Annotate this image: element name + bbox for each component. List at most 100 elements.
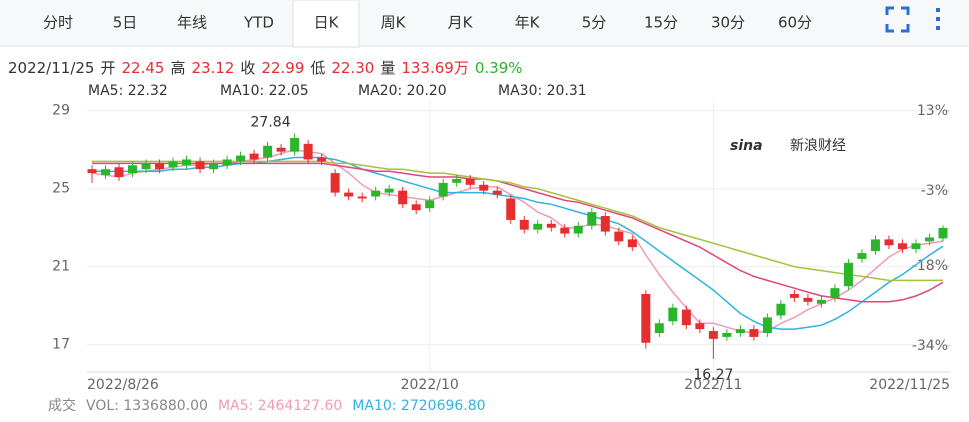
candle-body <box>168 161 178 168</box>
candle-body <box>398 190 408 205</box>
candle-body <box>492 190 502 195</box>
y-tick-label: 29 <box>52 103 70 119</box>
x-tick-label: 2022/10 <box>401 377 459 393</box>
tab[interactable]: 年K <box>515 14 541 32</box>
tab[interactable]: 60分 <box>778 14 812 32</box>
volume-item: 成交 <box>48 397 76 414</box>
more-icon[interactable] <box>936 8 940 30</box>
candle-body <box>371 190 381 197</box>
candle-body <box>735 329 745 333</box>
candle-body <box>924 237 934 242</box>
ma-line <box>91 148 944 334</box>
candle-body <box>708 331 718 339</box>
legend: MA5: 22.32 MA10: 22.05 MA20: 20.20 MA30: 20… <box>88 83 587 99</box>
legend-entry: MA20: 20.20 <box>358 83 447 99</box>
y2-tick-label: -3% <box>921 183 948 199</box>
candle-body <box>870 239 880 252</box>
candle-body <box>573 225 583 234</box>
y-tick-label: 25 <box>52 181 70 197</box>
volume-item: MA10: 2720696.80 <box>352 398 485 414</box>
tab[interactable]: 15分 <box>644 14 678 32</box>
candle-body <box>411 204 421 211</box>
ma-line <box>92 160 944 282</box>
candle-body <box>330 173 340 193</box>
candle-body <box>614 231 624 242</box>
tab[interactable]: 年线 <box>177 14 207 32</box>
tab[interactable]: 日K <box>314 14 340 32</box>
candle-body <box>533 223 543 230</box>
candle-body <box>897 243 907 250</box>
candle-body <box>357 196 367 199</box>
tab-bar <box>0 0 969 46</box>
x-tick-label: 2022/11/25 <box>869 377 950 393</box>
candle-body <box>587 212 597 226</box>
quote-label: 量 <box>380 59 395 77</box>
candle-body <box>654 323 664 333</box>
y2-tick-label: -18% <box>912 258 948 274</box>
candle-body <box>452 178 462 183</box>
candle-body <box>560 227 570 234</box>
quote-line: 2022/11/25 开 22.45 高 23.12 收 22.99 低 22.30 量 133.6… <box>8 59 523 77</box>
candle-body <box>749 329 759 337</box>
tab[interactable]: 周K <box>381 14 407 32</box>
candle-body <box>465 178 475 185</box>
low-label: 16.27 <box>693 367 733 383</box>
candle-body <box>276 147 286 152</box>
ma-line <box>92 162 944 303</box>
volume-item: VOL: 1336880.00 <box>86 398 208 414</box>
candle-body <box>128 165 138 174</box>
candle-body <box>641 294 651 343</box>
candle-body <box>155 163 165 170</box>
candle-body <box>884 239 894 246</box>
tab[interactable]: 分时 <box>43 14 73 32</box>
candle-body <box>141 163 151 170</box>
quote-label: 高 <box>170 59 185 77</box>
quote-label: 低 <box>310 59 325 77</box>
x-tick-label: 2022/8/26 <box>87 377 159 393</box>
quote-value: 23.12 <box>191 59 234 77</box>
candle-body <box>222 159 232 166</box>
candle-body <box>438 182 448 197</box>
candle-body <box>101 169 111 176</box>
candle-body <box>816 299 826 304</box>
y2-tick-label: -34% <box>912 338 948 354</box>
quote-date: 2022/11/25 <box>8 59 94 77</box>
fullscreen-icon[interactable] <box>885 6 910 33</box>
candle-body <box>506 198 516 220</box>
candle-body <box>776 303 786 316</box>
candle-body <box>803 297 813 302</box>
candle-body <box>722 333 732 337</box>
watermark: 新浪财经 <box>790 138 846 154</box>
candle-body <box>627 239 637 248</box>
plot: sina 新浪财经 29 25 21 17 13% -3% -18% -34% 2022/8/26 2… <box>52 99 950 393</box>
y2-tick-label: 13% <box>917 103 948 119</box>
volume-item: MA5: 2464127.60 <box>218 398 342 414</box>
active-tab <box>292 0 360 48</box>
tab[interactable]: 30分 <box>711 14 745 32</box>
tab[interactable]: 月K <box>448 14 474 32</box>
tab[interactable]: YTD <box>243 14 274 32</box>
quote-value: 22.45 <box>121 59 164 77</box>
candle-body <box>857 253 867 259</box>
candle-body <box>290 138 300 152</box>
candle-body <box>263 145 273 158</box>
candle-body <box>425 200 435 209</box>
y-tick-label: 21 <box>52 259 70 275</box>
candle-body <box>317 157 327 162</box>
candle-body <box>830 288 840 298</box>
candle-body <box>384 188 394 193</box>
candle-body <box>938 227 948 239</box>
candle-body <box>546 223 556 228</box>
quote-value: 22.30 <box>331 59 374 77</box>
x-tick-label: 2022/11 <box>684 377 742 393</box>
high-label: 27.84 <box>251 114 291 130</box>
candle-body <box>911 243 921 250</box>
quote-change: 0.39% <box>475 59 523 77</box>
candle-body <box>695 323 705 330</box>
y-tick-label: 17 <box>52 337 70 353</box>
tab[interactable]: 5分 <box>582 14 607 32</box>
tab[interactable]: 5日 <box>113 14 138 32</box>
quote-label: 收 <box>240 59 255 77</box>
legend-entry: MA10: 22.05 <box>220 83 309 99</box>
